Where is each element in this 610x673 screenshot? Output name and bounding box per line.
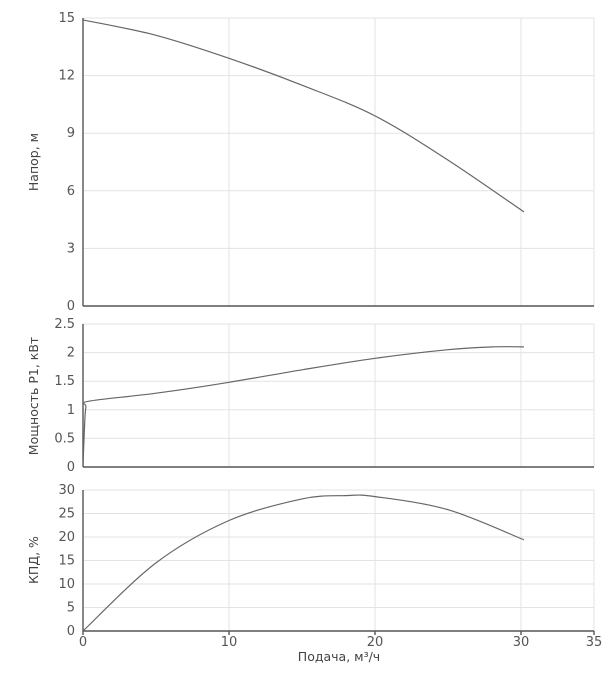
series-line (82, 19, 525, 213)
y-tick-label: 9 (67, 126, 75, 141)
y-tick-label: 1.5 (54, 374, 75, 389)
x-tick-label: 30 (513, 635, 530, 650)
panel-2: 0 0.5 1 1.5 2 2.5 Мощность Р1, кВт (26, 317, 595, 475)
series-line (82, 346, 524, 468)
y-tick-label: 5 (67, 601, 75, 616)
y-tick-label: 2 (67, 346, 75, 361)
x-tick-label: 35 (586, 635, 603, 650)
y-tick-label: 12 (58, 69, 75, 84)
series-line (82, 494, 525, 632)
y-tick-label: 3 (67, 241, 75, 256)
y-axis-title: КПД, % (26, 536, 41, 584)
x-tick-label: 0 (79, 635, 87, 650)
panel-1: 0 3 6 9 12 15 Напор, м (26, 11, 595, 314)
y-tick-label: 0 (67, 624, 75, 639)
x-tick-label: 20 (367, 635, 384, 650)
y-tick-label: 30 (58, 483, 75, 498)
x-axis-title: Подача, м³/ч (298, 649, 380, 664)
y-axis-title: Напор, м (26, 133, 41, 191)
y-tick-label: 0 (67, 299, 75, 314)
y-tick-label: 15 (58, 11, 75, 26)
y-tick-label: 6 (67, 184, 75, 199)
y-tick-label: 0.5 (54, 431, 75, 446)
y-tick-label: 25 (58, 507, 75, 522)
y-tick-label: 10 (58, 577, 75, 592)
y-tick-label: 0 (67, 460, 75, 475)
y-tick-label: 1 (67, 403, 75, 418)
y-tick-label: 20 (58, 530, 75, 545)
y-axis-title: Мощность Р1, кВт (26, 337, 41, 455)
x-tick-label: 10 (221, 635, 238, 650)
y-tick-label: 15 (58, 554, 75, 569)
y-tick-label: 2.5 (54, 317, 75, 332)
panel-3: 0 5 10 15 20 25 30 КПД, % 0 10 20 30 35 Подача, м³/ч (26, 483, 602, 664)
